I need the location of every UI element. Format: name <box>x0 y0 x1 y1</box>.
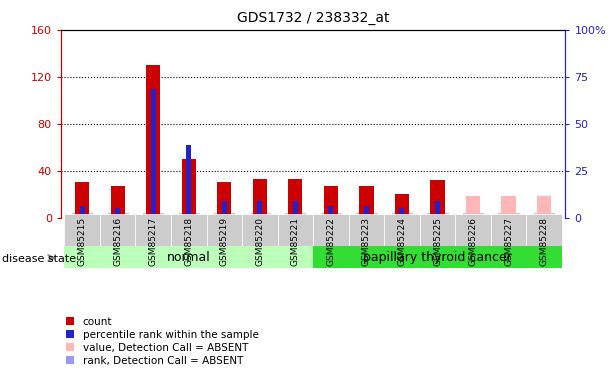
Bar <box>430 180 444 218</box>
Bar <box>491 214 527 246</box>
Bar <box>542 215 547 217</box>
Bar <box>435 201 440 217</box>
Bar <box>75 182 89 218</box>
Bar <box>242 214 278 246</box>
Bar <box>455 214 491 246</box>
Bar <box>395 194 409 217</box>
Text: GSM85217: GSM85217 <box>149 217 157 266</box>
Bar <box>348 214 384 246</box>
Bar <box>115 208 120 218</box>
Bar <box>399 208 404 218</box>
Text: GSM85227: GSM85227 <box>504 217 513 266</box>
Bar <box>324 186 338 218</box>
Bar <box>527 214 562 246</box>
Text: GSM85223: GSM85223 <box>362 217 371 266</box>
Bar <box>182 159 196 218</box>
Bar <box>146 65 161 218</box>
Bar <box>207 214 242 246</box>
Text: GSM85219: GSM85219 <box>219 217 229 266</box>
Bar <box>466 196 480 217</box>
Text: disease state: disease state <box>2 254 76 264</box>
Bar <box>506 215 511 217</box>
Bar <box>328 206 333 218</box>
Bar <box>151 88 156 218</box>
Text: GSM85222: GSM85222 <box>326 217 336 266</box>
Legend: count, percentile rank within the sample, value, Detection Call = ABSENT, rank, : count, percentile rank within the sample… <box>66 316 258 366</box>
Text: GSM85218: GSM85218 <box>184 217 193 266</box>
Bar <box>217 182 232 218</box>
Title: GDS1732 / 238332_at: GDS1732 / 238332_at <box>237 11 389 25</box>
Bar <box>293 201 298 217</box>
Text: GSM85220: GSM85220 <box>255 217 264 266</box>
Text: GSM85216: GSM85216 <box>113 217 122 266</box>
Text: papillary thyroid cancer: papillary thyroid cancer <box>363 251 512 264</box>
Bar <box>257 201 262 217</box>
Bar <box>313 246 562 268</box>
Bar <box>64 214 100 246</box>
Bar <box>313 214 348 246</box>
Bar <box>171 214 207 246</box>
Bar <box>537 196 551 217</box>
Bar <box>288 179 302 218</box>
Text: normal: normal <box>167 251 210 264</box>
Bar <box>64 246 313 268</box>
Text: GSM85225: GSM85225 <box>433 217 442 266</box>
Bar <box>222 201 227 217</box>
Bar <box>253 179 267 218</box>
Bar <box>384 214 420 246</box>
Bar <box>502 196 516 217</box>
Bar <box>80 206 85 218</box>
Bar <box>471 215 475 217</box>
Bar <box>359 186 373 218</box>
Text: GSM85221: GSM85221 <box>291 217 300 266</box>
Text: GSM85226: GSM85226 <box>469 217 477 266</box>
Bar <box>278 214 313 246</box>
Text: GSM85228: GSM85228 <box>540 217 548 266</box>
Bar <box>186 145 192 218</box>
Text: GSM85215: GSM85215 <box>78 217 86 266</box>
Bar <box>111 186 125 218</box>
Bar <box>136 214 171 246</box>
Bar <box>420 214 455 246</box>
Bar <box>364 206 369 218</box>
Bar <box>100 214 136 246</box>
Text: GSM85224: GSM85224 <box>398 217 407 266</box>
